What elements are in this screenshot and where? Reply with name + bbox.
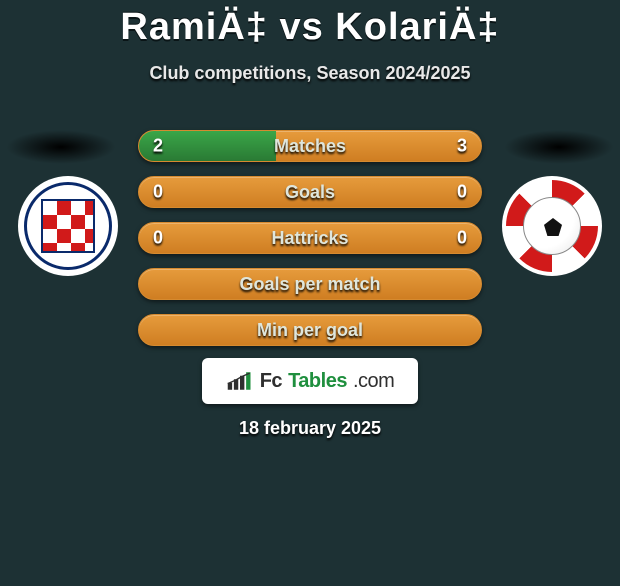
siroki-brijeg-crest [502, 176, 602, 276]
football-icon [523, 197, 581, 255]
stat-left-value: 0 [153, 182, 163, 203]
brand-text-fc: Fc [260, 370, 282, 393]
stat-left-value: 2 [153, 136, 163, 157]
fctables-watermark: Fc Tables .com [202, 358, 418, 404]
stat-bars: 2 Matches 3 0 Goals 0 0 Hattricks 0 Goals per mat… [138, 130, 482, 346]
stat-left-value: 0 [153, 228, 163, 249]
crest-shadow-right [504, 130, 614, 164]
crest-ring-text [18, 176, 118, 276]
crest-shadow-left [6, 130, 116, 164]
stat-bar-matches: 2 Matches 3 [138, 130, 482, 162]
stat-right-value: 0 [457, 182, 467, 203]
bar-chart-icon [226, 370, 254, 392]
stat-label: Hattricks [271, 228, 348, 249]
stat-label: Goals per match [239, 274, 380, 295]
brand-text-tables: Tables [288, 370, 347, 393]
stat-bar-goals-per-match: Goals per match [138, 268, 482, 300]
stat-label: Goals [285, 182, 335, 203]
brand-text-dotcom: .com [353, 370, 394, 393]
update-date: 18 february 2025 [0, 418, 620, 439]
stat-bar-min-per-goal: Min per goal [138, 314, 482, 346]
stat-bar-hattricks: 0 Hattricks 0 [138, 222, 482, 254]
stat-label: Matches [274, 136, 346, 157]
stat-right-value: 3 [457, 136, 467, 157]
stat-right-value: 0 [457, 228, 467, 249]
stat-label: Min per goal [257, 320, 363, 341]
page-subtitle: Club competitions, Season 2024/2025 [0, 63, 620, 84]
zrinjski-mostar-crest [18, 176, 118, 276]
stat-bar-goals: 0 Goals 0 [138, 176, 482, 208]
page-title: RamiÄ‡ vs KolariÄ‡ [0, 6, 620, 49]
